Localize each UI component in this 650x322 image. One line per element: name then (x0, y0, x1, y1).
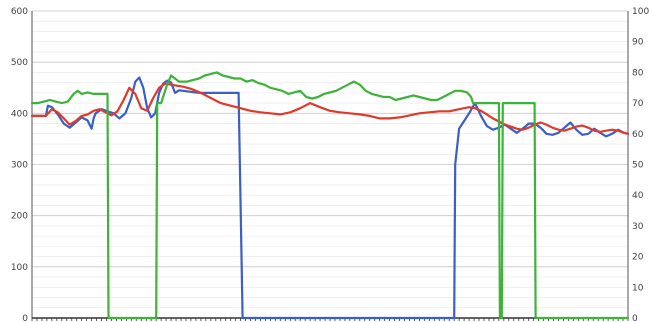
series-line-1 (30, 76, 630, 320)
y2-tick-label: 50 (632, 161, 644, 171)
y2-tick-label: 10 (632, 283, 644, 293)
y2-tick-label: 20 (632, 253, 644, 263)
y2-tick-label: 0 (632, 314, 638, 322)
series-lines (30, 71, 630, 320)
y-tick-label: 300 (11, 161, 28, 171)
grid (32, 10, 628, 319)
y-tick-label: 100 (11, 263, 28, 273)
y2-tick-label: 40 (632, 191, 644, 201)
y2-tick-label: 90 (632, 38, 644, 48)
y-tick-label: 200 (11, 212, 28, 222)
series-line-3 (30, 71, 630, 320)
y2-tick-label: 80 (632, 68, 644, 78)
y2-tick-label: 30 (632, 222, 644, 232)
y2-tick-label: 60 (632, 130, 644, 140)
y-tick-label: 400 (11, 109, 28, 119)
y2-tick-label: 70 (632, 99, 644, 109)
y-tick-label: 600 (11, 7, 28, 17)
y2-tick-label: 100 (632, 7, 649, 17)
y-tick-label: 500 (11, 58, 28, 68)
series-line-2 (30, 82, 630, 135)
y-tick-label: 0 (22, 314, 28, 322)
y2-axis-tick-labels: 0 10 20 30 40 50 60 70 80 90 100 (632, 7, 649, 322)
y-axis-tick-labels: 0 100 200 300 400 500 600 (11, 7, 28, 322)
